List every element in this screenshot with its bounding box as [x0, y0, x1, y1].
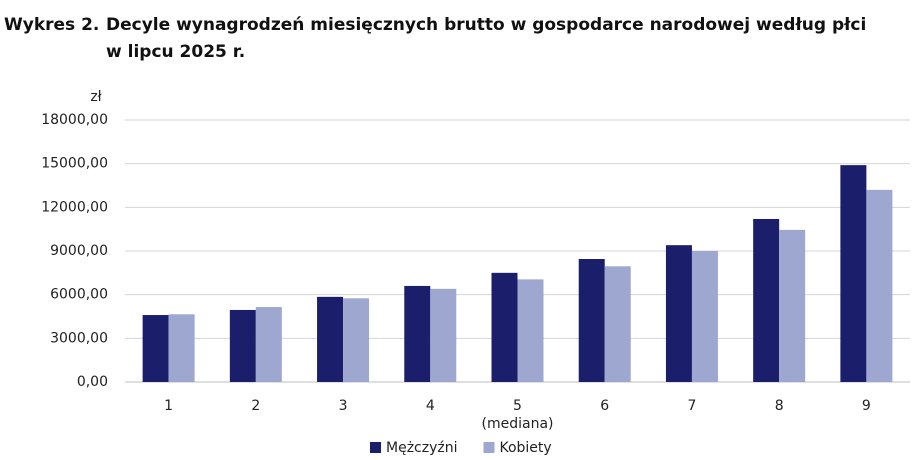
bar — [404, 285, 431, 382]
y-tick-label: 3000,00 — [50, 330, 108, 346]
chart-title-prefix: Wykres 2. — [4, 15, 99, 35]
annotation: (mediana) — [482, 416, 554, 432]
bar — [343, 298, 370, 382]
x-tick-label: 6 — [600, 398, 609, 414]
bar — [168, 314, 195, 382]
chart-title: w lipcu 2025 r. — [106, 42, 245, 62]
x-tick-label: 8 — [775, 398, 784, 414]
y-tick-label: 12000,00 — [41, 199, 108, 215]
bar — [255, 307, 282, 382]
x-tick-label: 2 — [251, 398, 260, 414]
x-tick-label: 3 — [339, 398, 348, 414]
bar — [517, 279, 544, 382]
bar — [604, 266, 631, 382]
bar — [142, 315, 169, 382]
bar — [866, 189, 893, 382]
y-tick-label: 6000,00 — [50, 287, 108, 303]
bar — [491, 272, 518, 382]
legend-label: Kobiety — [499, 440, 551, 456]
legend-swatch — [370, 442, 381, 453]
legend-label: Mężczyźni — [386, 440, 457, 456]
chart-title: Decyle wynagrodzeń miesięcznych brutto w… — [106, 15, 866, 35]
bar — [317, 296, 344, 382]
x-tick-label: 7 — [687, 398, 696, 414]
x-tick-label: 5 — [513, 398, 522, 414]
bar — [430, 288, 457, 382]
y-tick-label: 15000,00 — [41, 156, 108, 172]
bar — [779, 229, 806, 382]
x-tick-label: 1 — [164, 398, 173, 414]
legend-swatch — [483, 442, 495, 453]
bar — [840, 165, 867, 382]
bar — [229, 309, 256, 382]
y-tick-label: 9000,00 — [50, 243, 108, 259]
x-tick-label: 4 — [426, 398, 435, 414]
bar — [578, 259, 605, 382]
y-tick-label: 18000,00 — [41, 112, 108, 128]
bar — [665, 245, 692, 382]
y-unit: zł — [90, 89, 101, 105]
bar — [753, 218, 780, 382]
x-tick-label: 9 — [862, 398, 871, 414]
y-tick-label: 0,00 — [77, 374, 108, 390]
bar — [691, 251, 718, 382]
